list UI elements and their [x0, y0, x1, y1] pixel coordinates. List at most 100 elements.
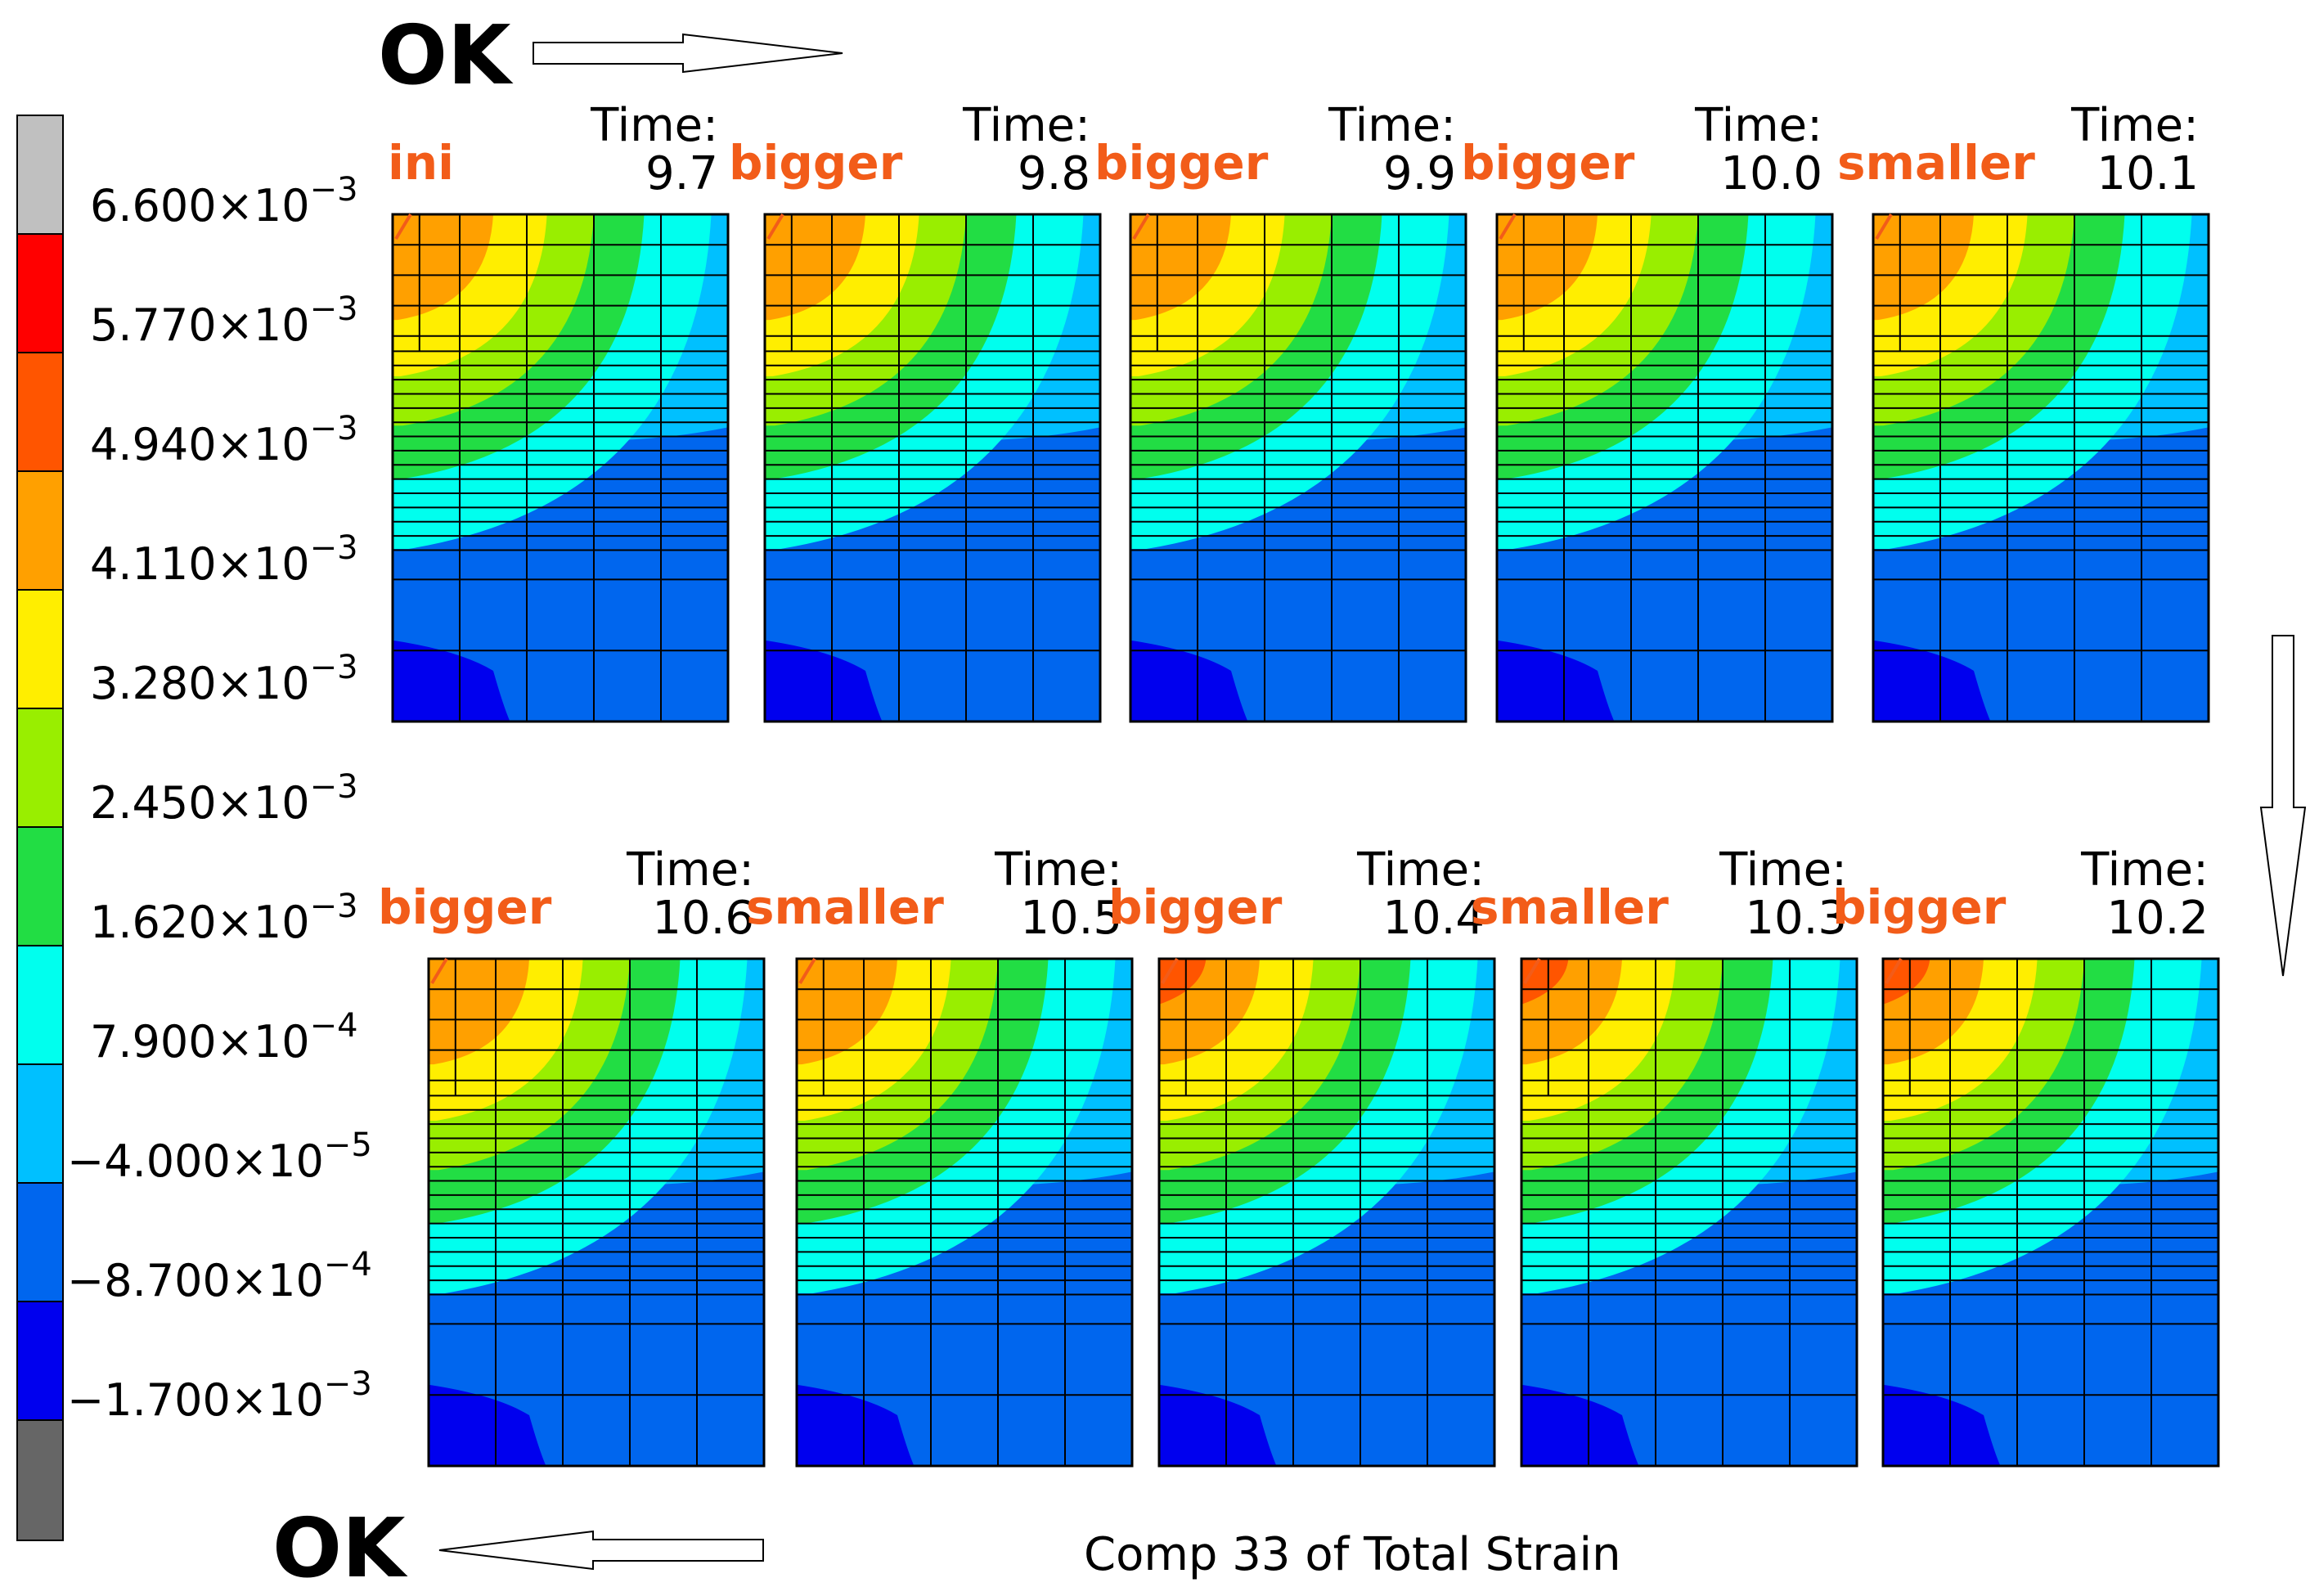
change-annotation: bigger: [1108, 879, 1283, 935]
change-annotation: smaller: [746, 879, 944, 935]
contour-panel: [763, 213, 1102, 723]
annotation-leader: [766, 213, 784, 241]
panel-outline: [1129, 213, 1467, 723]
contour-plot: [1872, 213, 2210, 723]
annotation-leader: [1132, 213, 1150, 241]
legend-tick-mantissa: 6.600×10: [90, 180, 310, 232]
legend-tick-exponent: −4: [309, 1007, 358, 1045]
time-label: Time: 10.4: [1357, 843, 1485, 945]
contour-plot: [1495, 213, 1834, 723]
contour-band-darkblue: [797, 1384, 915, 1466]
panel-outline: [795, 957, 1134, 1468]
legend-swatch: [18, 353, 62, 472]
legend-tick-label: 1.620×10−3: [90, 890, 358, 948]
legend-tick-label: 7.900×10−4: [90, 1009, 358, 1064]
legend-swatch: [18, 1421, 62, 1540]
time-label: Time: 9.8: [963, 99, 1090, 200]
legend-tick-mantissa: −1.700×10: [67, 1374, 324, 1426]
contour-plot: [391, 213, 730, 723]
legend-tick-mantissa: 4.110×10: [90, 538, 310, 590]
arrow-down-icon: [2259, 635, 2307, 977]
contour-band-darkblue: [1159, 1384, 1277, 1466]
change-annotation: smaller: [1471, 879, 1669, 935]
contour-band-darkblue: [1883, 1384, 2001, 1466]
legend-tick-exponent: −3: [309, 888, 358, 925]
contour-band-darkblue: [1497, 640, 1615, 722]
legend-tick-exponent: −3: [309, 410, 358, 447]
panel-outline: [1157, 957, 1496, 1468]
contour-plot: [1129, 213, 1467, 723]
annotation-leader: [1161, 957, 1179, 985]
contour-band-darkblue: [393, 640, 510, 722]
legend-swatch: [18, 1184, 62, 1302]
legend-tick-exponent: −3: [309, 649, 358, 686]
legend-tick-label: 6.600×10−3: [90, 173, 358, 228]
panel-outline: [763, 213, 1102, 723]
contour-band-darkblue: [765, 640, 883, 722]
contour-panel: [1872, 213, 2210, 723]
legend-swatch: [18, 828, 62, 946]
legend-tick-exponent: −5: [323, 1126, 372, 1164]
annotation-leader: [1499, 213, 1517, 241]
time-label: Time: 9.9: [1328, 99, 1456, 200]
contour-band-darkblue: [429, 1384, 546, 1466]
time-label: Time: 10.2: [2081, 843, 2209, 945]
contour-plot: [427, 957, 766, 1468]
legend-tick-mantissa: 5.770×10: [90, 299, 310, 351]
contour-plot: [1881, 957, 2220, 1468]
legend-tick-label: 4.110×10−3: [90, 532, 358, 590]
arrow-right-icon: [533, 33, 843, 74]
ok-label-bottom: OK: [272, 1500, 406, 1596]
panel-outline: [391, 213, 730, 723]
time-label: Time: 10.5: [995, 843, 1122, 945]
panel-outline: [1520, 957, 1858, 1468]
legend-tick-label: −4.000×10−5: [67, 1129, 372, 1187]
legend-tick-mantissa: 1.620×10: [90, 897, 310, 948]
time-label: Time: 9.7: [591, 99, 718, 200]
legend-tick-mantissa: 2.450×10: [90, 777, 310, 829]
legend-tick-mantissa: −8.700×10: [67, 1255, 324, 1306]
legend-swatch: [18, 472, 62, 591]
change-annotation: ini: [388, 135, 455, 191]
annotation-leader: [1875, 213, 1893, 241]
legend-swatch: [18, 946, 62, 1065]
panel-outline: [1495, 213, 1834, 723]
legend-tick-exponent: −3: [309, 290, 358, 328]
legend-swatch: [18, 235, 62, 353]
contour-panel: [1520, 957, 1858, 1468]
change-annotation: bigger: [1461, 135, 1635, 191]
figure-caption: Comp 33 of Total Strain: [1084, 1528, 1621, 1581]
contour-panel: [1495, 213, 1834, 723]
time-label: Time: 10.1: [2071, 99, 2199, 200]
contour-plot: [763, 213, 1102, 723]
legend-tick-mantissa: −4.000×10: [67, 1135, 324, 1187]
contour-band-darkblue: [1873, 640, 1991, 722]
legend-tick-label: −1.700×10−3: [67, 1368, 372, 1426]
change-annotation: bigger: [729, 135, 903, 191]
legend-tick-label: −8.700×10−4: [67, 1248, 372, 1306]
legend-tick-exponent: −3: [309, 171, 358, 209]
legend-swatch: [18, 1065, 62, 1184]
change-annotation: bigger: [1832, 879, 2007, 935]
legend-tick-mantissa: 3.280×10: [90, 658, 310, 709]
change-annotation: bigger: [378, 879, 552, 935]
annotation-leader: [1885, 957, 1903, 985]
legend-tick-exponent: −3: [309, 768, 358, 806]
contour-panel: [427, 957, 766, 1468]
change-annotation: bigger: [1094, 135, 1269, 191]
change-annotation: smaller: [1837, 135, 2035, 191]
legend-tick-exponent: −4: [323, 1246, 372, 1284]
annotation-leader: [430, 957, 448, 985]
annotation-leader: [1523, 957, 1541, 985]
time-label: Time: 10.0: [1695, 99, 1822, 200]
legend-swatch: [18, 709, 62, 828]
annotation-leader: [798, 957, 816, 985]
panel-outline: [427, 957, 766, 1468]
contour-panel: [1129, 213, 1467, 723]
time-label: Time: 10.3: [1719, 843, 1847, 945]
contour-band-darkblue: [1130, 640, 1248, 722]
panel-outline: [1881, 957, 2220, 1468]
legend-tick-label: 4.940×10−3: [90, 412, 358, 467]
contour-panel: [1157, 957, 1496, 1468]
contour-panel: [391, 213, 730, 723]
